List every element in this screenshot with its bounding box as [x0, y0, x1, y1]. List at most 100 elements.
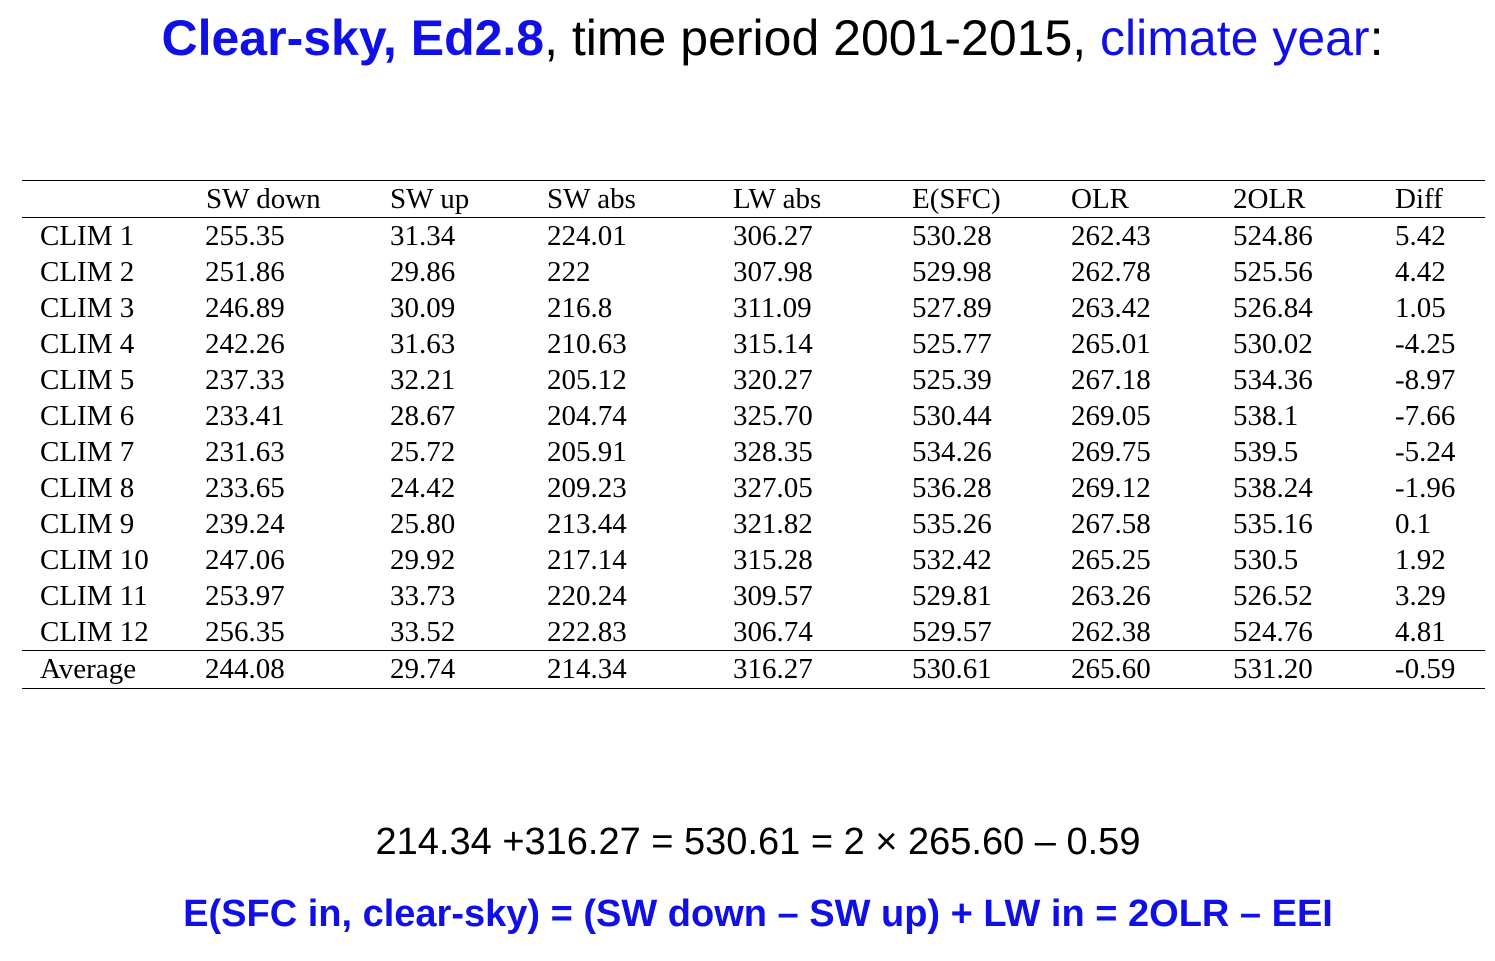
table-cell: 262.43	[1071, 220, 1151, 252]
table-cell: 320.27	[733, 364, 813, 396]
row-label: CLIM 9	[40, 508, 135, 540]
table-cell: 237.33	[205, 364, 285, 396]
average-cell: 316.27	[733, 653, 813, 685]
table-cell: 4.81	[1395, 616, 1446, 648]
table-cell: 530.5	[1233, 544, 1299, 576]
row-label: CLIM 3	[40, 292, 135, 324]
table-cell: 532.42	[912, 544, 992, 576]
table-cell: 525.39	[912, 364, 992, 396]
table-row: CLIM 5 237.33 32.21 205.12 320.27 525.39 267.1…	[22, 362, 1485, 398]
table-cell: 315.28	[733, 544, 813, 576]
table-cell: 256.35	[205, 616, 285, 648]
average-cell: 244.08	[205, 653, 285, 685]
table-cell: 529.98	[912, 256, 992, 288]
table-cell: 526.84	[1233, 292, 1313, 324]
table-cell: 267.18	[1071, 364, 1151, 396]
table-cell: 262.38	[1071, 616, 1151, 648]
table-cell: 205.91	[547, 436, 627, 468]
table-cell: 251.86	[205, 256, 285, 288]
table-cell: 530.28	[912, 220, 992, 252]
average-cell: 531.20	[1233, 653, 1313, 685]
table-cell: 29.92	[390, 544, 456, 576]
header-cell: E(SFC)	[912, 183, 1001, 215]
numeric-formula: 214.34 +316.27 = 530.61 = 2 × 265.60 – 0…	[375, 821, 1141, 863]
table-header-row: SW down SW up SW abs LW abs E(SFC) OLR 2…	[22, 180, 1485, 218]
header-cell: 2OLR	[1233, 183, 1306, 215]
table-cell: 269.75	[1071, 436, 1151, 468]
table-cell: 224.01	[547, 220, 627, 252]
table-cell: 534.26	[912, 436, 992, 468]
row-label: CLIM 4	[40, 328, 135, 360]
average-cell: -0.59	[1395, 653, 1456, 685]
table-cell: 535.26	[912, 508, 992, 540]
table-cell: 526.52	[1233, 580, 1313, 612]
table-cell: 31.34	[390, 220, 456, 252]
table-cell: 210.63	[547, 328, 627, 360]
table-cell: 524.86	[1233, 220, 1313, 252]
table-row: CLIM 1 255.35 31.34 224.01 306.27 530.28 262.4…	[22, 218, 1485, 255]
table-body: CLIM 1 255.35 31.34 224.01 306.27 530.28 262.4…	[22, 218, 1485, 651]
table-cell: 25.80	[390, 508, 456, 540]
table-cell: 535.16	[1233, 508, 1313, 540]
table-row: CLIM 4 242.26 31.63 210.63 315.14 525.77 265.0…	[22, 326, 1485, 362]
table-cell: 233.41	[205, 400, 285, 432]
table-cell: 534.36	[1233, 364, 1313, 396]
table-cell: 263.26	[1071, 580, 1151, 612]
table-cell: 269.05	[1071, 400, 1151, 432]
table-cell: 231.63	[205, 436, 285, 468]
table-cell: 325.70	[733, 400, 813, 432]
table-cell: -7.66	[1395, 400, 1456, 432]
energy-balance-equation: E(SFC in, clear-sky) = (SW down – SW up)…	[183, 893, 1333, 935]
table-cell: 328.35	[733, 436, 813, 468]
table-row: CLIM 8 233.65 24.42 209.23 327.05 536.28 269.1…	[22, 470, 1485, 506]
table-cell: 217.14	[547, 544, 627, 576]
table-cell: 204.74	[547, 400, 627, 432]
table-row: CLIM 9 239.24 25.80 213.44 321.82 535.26 267.5…	[22, 506, 1485, 542]
table-cell: 32.21	[390, 364, 456, 396]
table-cell: 33.73	[390, 580, 456, 612]
table-cell: 524.76	[1233, 616, 1313, 648]
table-cell: 31.63	[390, 328, 456, 360]
table-cell: 525.77	[912, 328, 992, 360]
table-cell: 247.06	[205, 544, 285, 576]
header-cell: SW down	[206, 183, 321, 215]
table-cell: 321.82	[733, 508, 813, 540]
table-cell: -1.96	[1395, 472, 1456, 504]
table-cell: 538.24	[1233, 472, 1313, 504]
table-cell: 267.58	[1071, 508, 1151, 540]
table-cell: 306.74	[733, 616, 813, 648]
slide-title: Clear-sky, Ed2.8, time period 2001-2015,…	[0, 8, 1495, 68]
row-label: CLIM 2	[40, 256, 135, 288]
table-cell: 269.12	[1071, 472, 1151, 504]
table-cell: 213.44	[547, 508, 627, 540]
table-cell: 529.57	[912, 616, 992, 648]
row-label: CLIM 5	[40, 364, 135, 396]
table-cell: -8.97	[1395, 364, 1456, 396]
table-row: CLIM 2 251.86 29.86 222 307.98 529.98 262.78 52…	[22, 254, 1485, 290]
row-label: CLIM 7	[40, 436, 135, 468]
row-label: CLIM 8	[40, 472, 135, 504]
table-cell: 306.27	[733, 220, 813, 252]
table-cell: 246.89	[205, 292, 285, 324]
table-cell: 253.97	[205, 580, 285, 612]
table-cell: 25.72	[390, 436, 456, 468]
table-row: CLIM 12 256.35 33.52 222.83 306.74 529.57 262.…	[22, 614, 1485, 651]
table-cell: 327.05	[733, 472, 813, 504]
table-cell: 239.24	[205, 508, 285, 540]
row-label: CLIM 12	[40, 616, 149, 648]
table-cell: 255.35	[205, 220, 285, 252]
table-cell: 4.42	[1395, 256, 1446, 288]
table-cell: 24.42	[390, 472, 456, 504]
table-cell: 529.81	[912, 580, 992, 612]
header-cell	[22, 181, 205, 218]
header-cell: LW abs	[733, 183, 822, 215]
table-cell: 538.1	[1233, 400, 1299, 432]
table-cell: 205.12	[547, 364, 627, 396]
table-cell: 530.44	[912, 400, 992, 432]
table-cell: 263.42	[1071, 292, 1151, 324]
table-cell: 30.09	[390, 292, 456, 324]
average-cell: 214.34	[547, 653, 627, 685]
climate-table: SW down SW up SW abs LW abs E(SFC) OLR 2…	[22, 180, 1485, 689]
table-cell: 220.24	[547, 580, 627, 612]
table-cell: 28.67	[390, 400, 456, 432]
